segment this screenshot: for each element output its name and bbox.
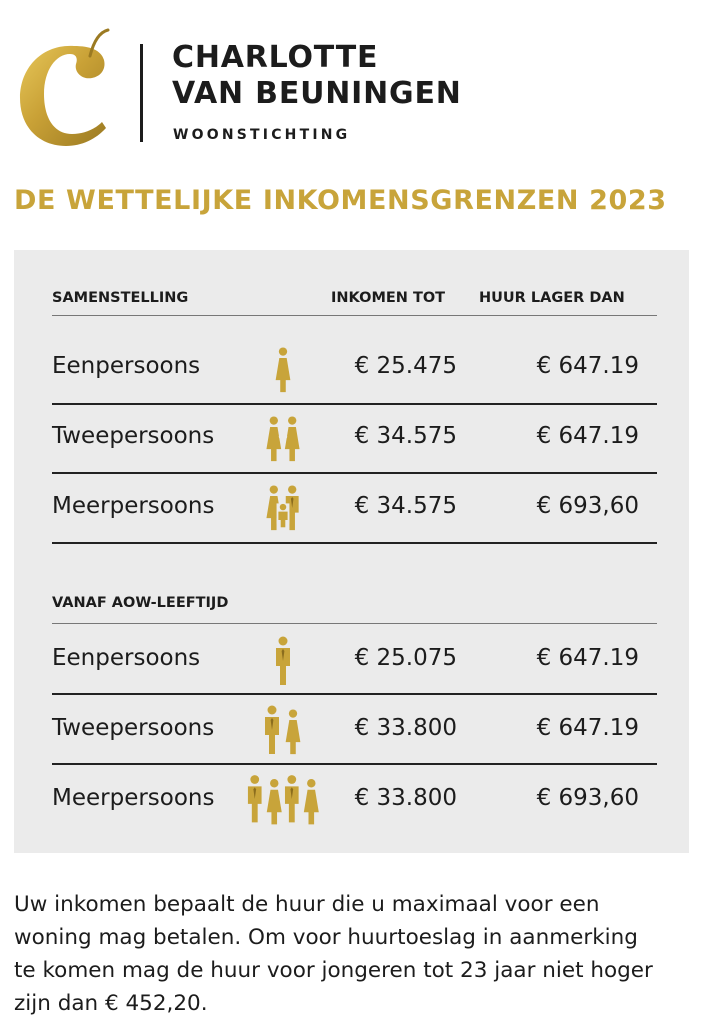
income-value: € 25.475 [354,353,457,379]
aow-section-header: VANAF AOW-LEEFTIJD [52,595,229,611]
row-label: Meerpersoons [52,493,215,519]
row-divider [52,472,657,474]
income-value: € 25.075 [354,645,457,671]
header-rent: HUUR LAGER DAN [479,290,625,306]
header-income: INKOMEN TOT [331,290,446,306]
family-icon [266,485,299,531]
couple-icon [266,416,300,462]
rent-value: € 647.19 [536,423,639,449]
row-divider [52,542,657,544]
brand-name-line2: VAN BEUNINGEN [172,76,462,111]
aow-header-divider [52,623,657,624]
income-limits-table: SAMENSTELLING INKOMEN TOT HUUR LAGER DAN… [14,250,689,853]
row-label: Eenpersoons [52,645,201,671]
income-value: € 33.800 [354,715,457,741]
logo-c-icon [20,28,110,146]
row-divider [52,403,657,405]
single-person-icon [272,636,294,686]
page-title: DE WETTELIJKE INKOMENSGRENZEN 2023 [14,185,667,216]
row-label: Tweepersoons [52,423,215,449]
single-person-icon [272,347,294,393]
brand-name: CHARLOTTE VAN BEUNINGEN [172,40,462,112]
row-divider [52,693,657,695]
brand-header: CHARLOTTE VAN BEUNINGEN WOONSTICHTING [0,0,710,170]
group-icon [247,775,319,825]
brand-name-line1: CHARLOTTE [172,40,379,75]
header-composition: SAMENSTELLING [52,290,189,306]
row-label: Tweepersoons [52,715,215,741]
logo-divider [140,44,143,142]
footer-text: Uw inkomen bepaalt de huur die u maximaa… [14,892,653,1016]
rent-value: € 647.19 [536,645,639,671]
income-value: € 34.575 [354,423,457,449]
rent-value: € 647.19 [536,353,639,379]
row-label: Meerpersoons [52,785,215,811]
brand-subtitle: WOONSTICHTING [173,127,351,143]
rent-value: € 693,60 [536,493,639,519]
income-value: € 34.575 [354,493,457,519]
row-divider [52,763,657,765]
row-label: Eenpersoons [52,353,201,379]
couple-icon [265,705,301,755]
income-value: € 33.800 [354,785,457,811]
rent-value: € 693,60 [536,785,639,811]
header-divider [52,315,657,316]
rent-value: € 647.19 [536,715,639,741]
